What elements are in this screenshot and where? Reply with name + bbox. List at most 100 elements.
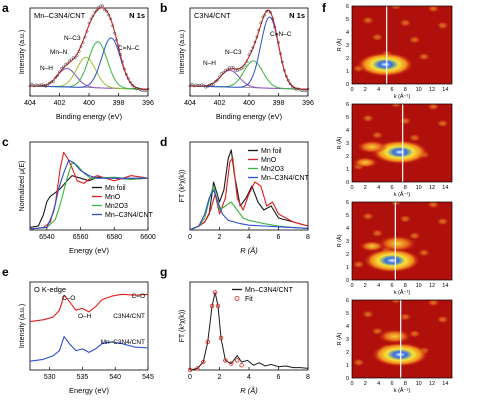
map-intensity-blob xyxy=(352,157,378,168)
y-tick-label: 2 xyxy=(346,154,349,160)
x-tick-label: 2 xyxy=(218,374,222,381)
panel-letter: d xyxy=(160,135,167,149)
data-point xyxy=(77,49,81,53)
data-point xyxy=(87,21,91,25)
data-point xyxy=(28,84,32,88)
data-point xyxy=(196,83,200,87)
peak-label: N–C3 xyxy=(64,35,81,42)
x-axis-label: Binding energy (eV) xyxy=(56,112,123,121)
legend-label: MnO xyxy=(261,157,277,164)
x-tick-label: 12 xyxy=(429,87,435,93)
y-tick-label: 1 xyxy=(346,363,349,369)
plot-frame xyxy=(29,141,149,231)
map-contents xyxy=(352,6,449,84)
y-axis-label: FT (k²χ(k)) xyxy=(179,170,186,203)
legend-label: Mn foil xyxy=(261,148,282,155)
map-intensity-blob xyxy=(377,329,412,344)
data-point xyxy=(277,41,280,45)
map-intensity-blob xyxy=(359,240,385,252)
fit-point xyxy=(212,290,218,295)
series-line xyxy=(189,292,309,371)
plot-area xyxy=(28,4,150,93)
data-point xyxy=(83,35,87,39)
data-point xyxy=(255,35,259,39)
data-point xyxy=(261,15,265,19)
data-point xyxy=(54,76,57,79)
map-texture xyxy=(352,260,365,269)
peak-label: N–H xyxy=(203,60,216,67)
map-texture xyxy=(427,6,440,13)
curve-label: C3N4/CNT xyxy=(113,313,145,320)
x-tick-label: 6540 xyxy=(39,234,55,241)
peak-label: Mn–N xyxy=(50,49,68,56)
plot-area xyxy=(187,290,309,373)
peak-label: O–H xyxy=(78,313,92,320)
x-axis-label: Energy (eV) xyxy=(69,246,110,255)
panel-d: d Mn foil MnO Mn2O3 Mn–C3N4/CNT 0 2 4 6 8 R (Å)… xyxy=(160,135,310,255)
y-axis-label: R (Å) xyxy=(336,38,343,51)
map-texture xyxy=(418,52,430,61)
series-line xyxy=(189,157,309,231)
legend-label: Fit xyxy=(245,296,253,303)
y-tick-label: 3 xyxy=(346,43,349,49)
x-tick-label: 535 xyxy=(77,374,89,381)
data-point xyxy=(292,86,296,90)
plot-area xyxy=(189,149,309,231)
data-point xyxy=(81,41,85,45)
map-texture xyxy=(399,312,412,321)
data-point xyxy=(241,66,245,70)
peak-label: N–H xyxy=(40,65,53,72)
plot-area xyxy=(188,9,310,93)
fit-point xyxy=(223,358,228,363)
x-tick-label: 10 xyxy=(416,381,422,387)
fit-point xyxy=(234,358,240,363)
x-tick-label: 0 xyxy=(350,381,353,387)
panel-c: c Mn foil MnO Mn2O3 Mn–C3N4/CNT 6540 6560 658… xyxy=(2,135,156,255)
panel-letter: g xyxy=(160,265,167,279)
data-point xyxy=(290,85,294,88)
x-tick-labels: 0 2 4 6 8 xyxy=(188,227,310,241)
map-texture xyxy=(352,358,365,367)
legend-marker xyxy=(234,296,240,301)
data-point xyxy=(222,71,225,74)
data-point xyxy=(85,29,89,33)
x-axis-label: k (Å⁻¹) xyxy=(394,289,411,296)
x-tick-label: 6560 xyxy=(73,234,89,241)
panel-b: b C3N4/CNT N 1s N–H N–C3 C=N–C 404 402 400… xyxy=(160,1,314,121)
map-texture xyxy=(399,214,412,223)
x-tick-label: 4 xyxy=(377,283,380,289)
data-point xyxy=(259,21,263,25)
y-tick-label: 5 xyxy=(346,115,349,121)
data-point xyxy=(146,87,150,91)
x-tick-label: 0 xyxy=(350,87,353,93)
x-tick-label: 6 xyxy=(390,381,393,387)
panel-letter: b xyxy=(160,1,167,15)
legend-label: Mn–C3N4/CNT xyxy=(261,175,310,182)
x-tick-label: 14 xyxy=(442,283,448,289)
series-line xyxy=(29,175,149,228)
y-tick-label: 0 xyxy=(346,278,349,284)
data-point xyxy=(119,53,122,57)
y-tick-label: 2 xyxy=(346,252,349,258)
x-tick-label: 4 xyxy=(377,381,380,387)
map-texture xyxy=(427,104,440,111)
y-tick-label: 1 xyxy=(346,69,349,75)
map-intensity-blob xyxy=(357,52,414,77)
panel-g: g Mn–C3N4/CNT Fit 0 2 4 6 8 R (Å) FT (k³χ(k)) xyxy=(160,265,310,395)
fit-point xyxy=(205,339,210,345)
data-point xyxy=(190,82,194,86)
map-intensity-blob xyxy=(377,235,417,253)
data-point xyxy=(69,58,73,62)
data-point xyxy=(273,25,276,29)
y-axis-label: Normalized μ(E) xyxy=(19,161,26,212)
data-point xyxy=(271,17,274,21)
series-line xyxy=(189,185,309,231)
x-tick-label: 398 xyxy=(113,100,125,107)
envelope-line xyxy=(189,9,308,90)
data-point xyxy=(60,66,63,70)
y-tick-label: 6 xyxy=(346,298,349,304)
